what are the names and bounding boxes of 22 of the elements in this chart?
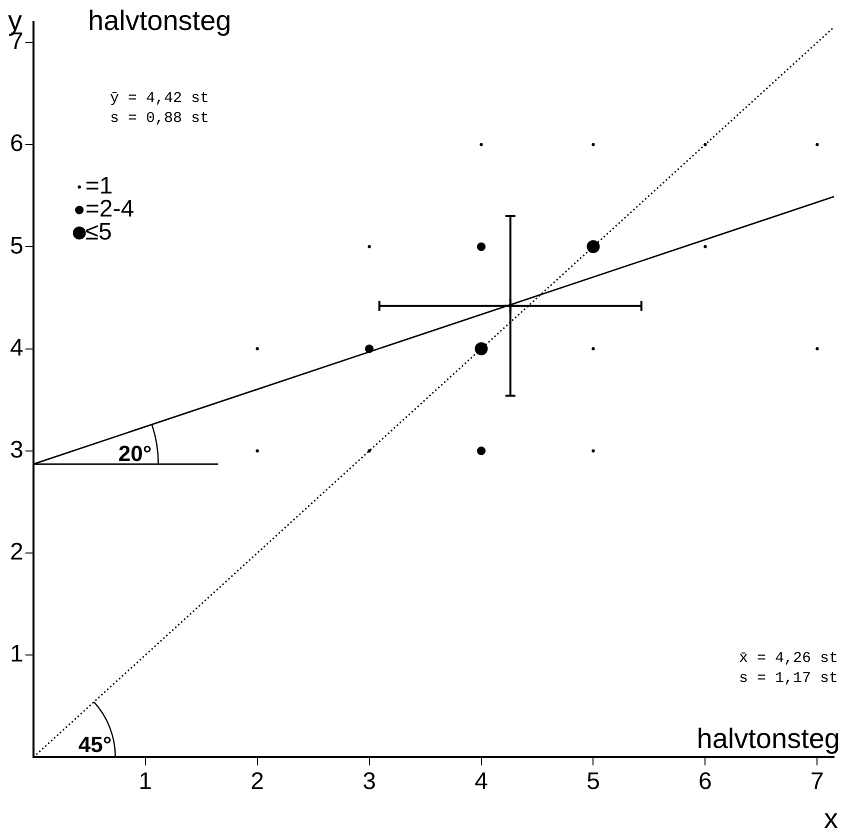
y-tick-label: 4 [10,334,24,362]
annotation: ȳ = 4,42 st [110,90,210,107]
annotation: halvtonsteg [696,723,840,754]
y-tick-label: 1 [10,640,24,668]
x-tick-label: 3 [362,768,376,796]
x-tick-label: 7 [810,768,824,796]
x-tick-label: 2 [250,768,264,796]
y-tick-label: 3 [10,436,24,464]
annotation: s = 0,88 st [110,110,210,127]
y-tick-label: 2 [10,538,24,566]
annotation: 45° [78,732,112,757]
y-tick-label: 5 [10,232,24,260]
x-tick-label: 6 [698,768,712,796]
x-tick-label: 4 [474,768,488,796]
x-tick-label: 5 [586,768,600,796]
annotation: halvtonsteg [88,5,232,36]
annotation: 20° [118,441,152,466]
y-tick-label: 6 [10,130,24,158]
x-axis-title: x [824,803,838,834]
annotation: x̄ = 4,26 st [738,650,838,667]
annotation: s = 1,17 st [738,670,838,687]
x-tick-label: 1 [138,768,152,796]
